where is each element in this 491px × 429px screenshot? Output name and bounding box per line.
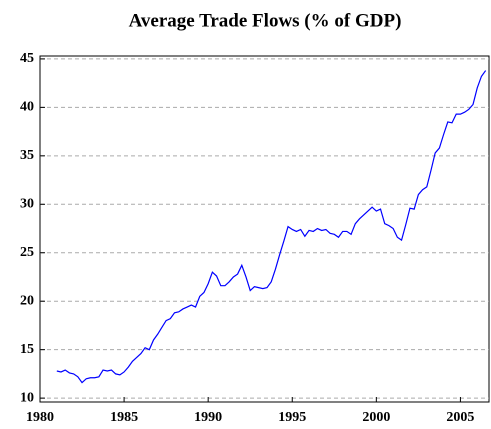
plot-frame bbox=[39, 55, 490, 403]
y-tick-label: 45 bbox=[20, 51, 34, 66]
x-tick-label: 1980 bbox=[26, 410, 54, 425]
data-line bbox=[56, 70, 487, 384]
y-tick-label: 20 bbox=[20, 293, 34, 308]
y-tick-label: 25 bbox=[20, 245, 34, 260]
x-tick-label: 2005 bbox=[446, 410, 474, 425]
x-tick-label: 1990 bbox=[194, 410, 222, 425]
chart-title: Average Trade Flows (% of GDP) bbox=[129, 10, 402, 31]
x-tick-label: 1995 bbox=[278, 410, 306, 425]
y-tick-label: 30 bbox=[20, 197, 34, 212]
y-tick-label: 10 bbox=[20, 390, 34, 405]
y-tick-label: 40 bbox=[20, 100, 34, 115]
x-tick-label: 2000 bbox=[362, 410, 390, 425]
y-tick-label: 15 bbox=[20, 342, 34, 357]
y-tick-label: 35 bbox=[20, 148, 34, 163]
x-tick-label: 1985 bbox=[110, 410, 138, 425]
